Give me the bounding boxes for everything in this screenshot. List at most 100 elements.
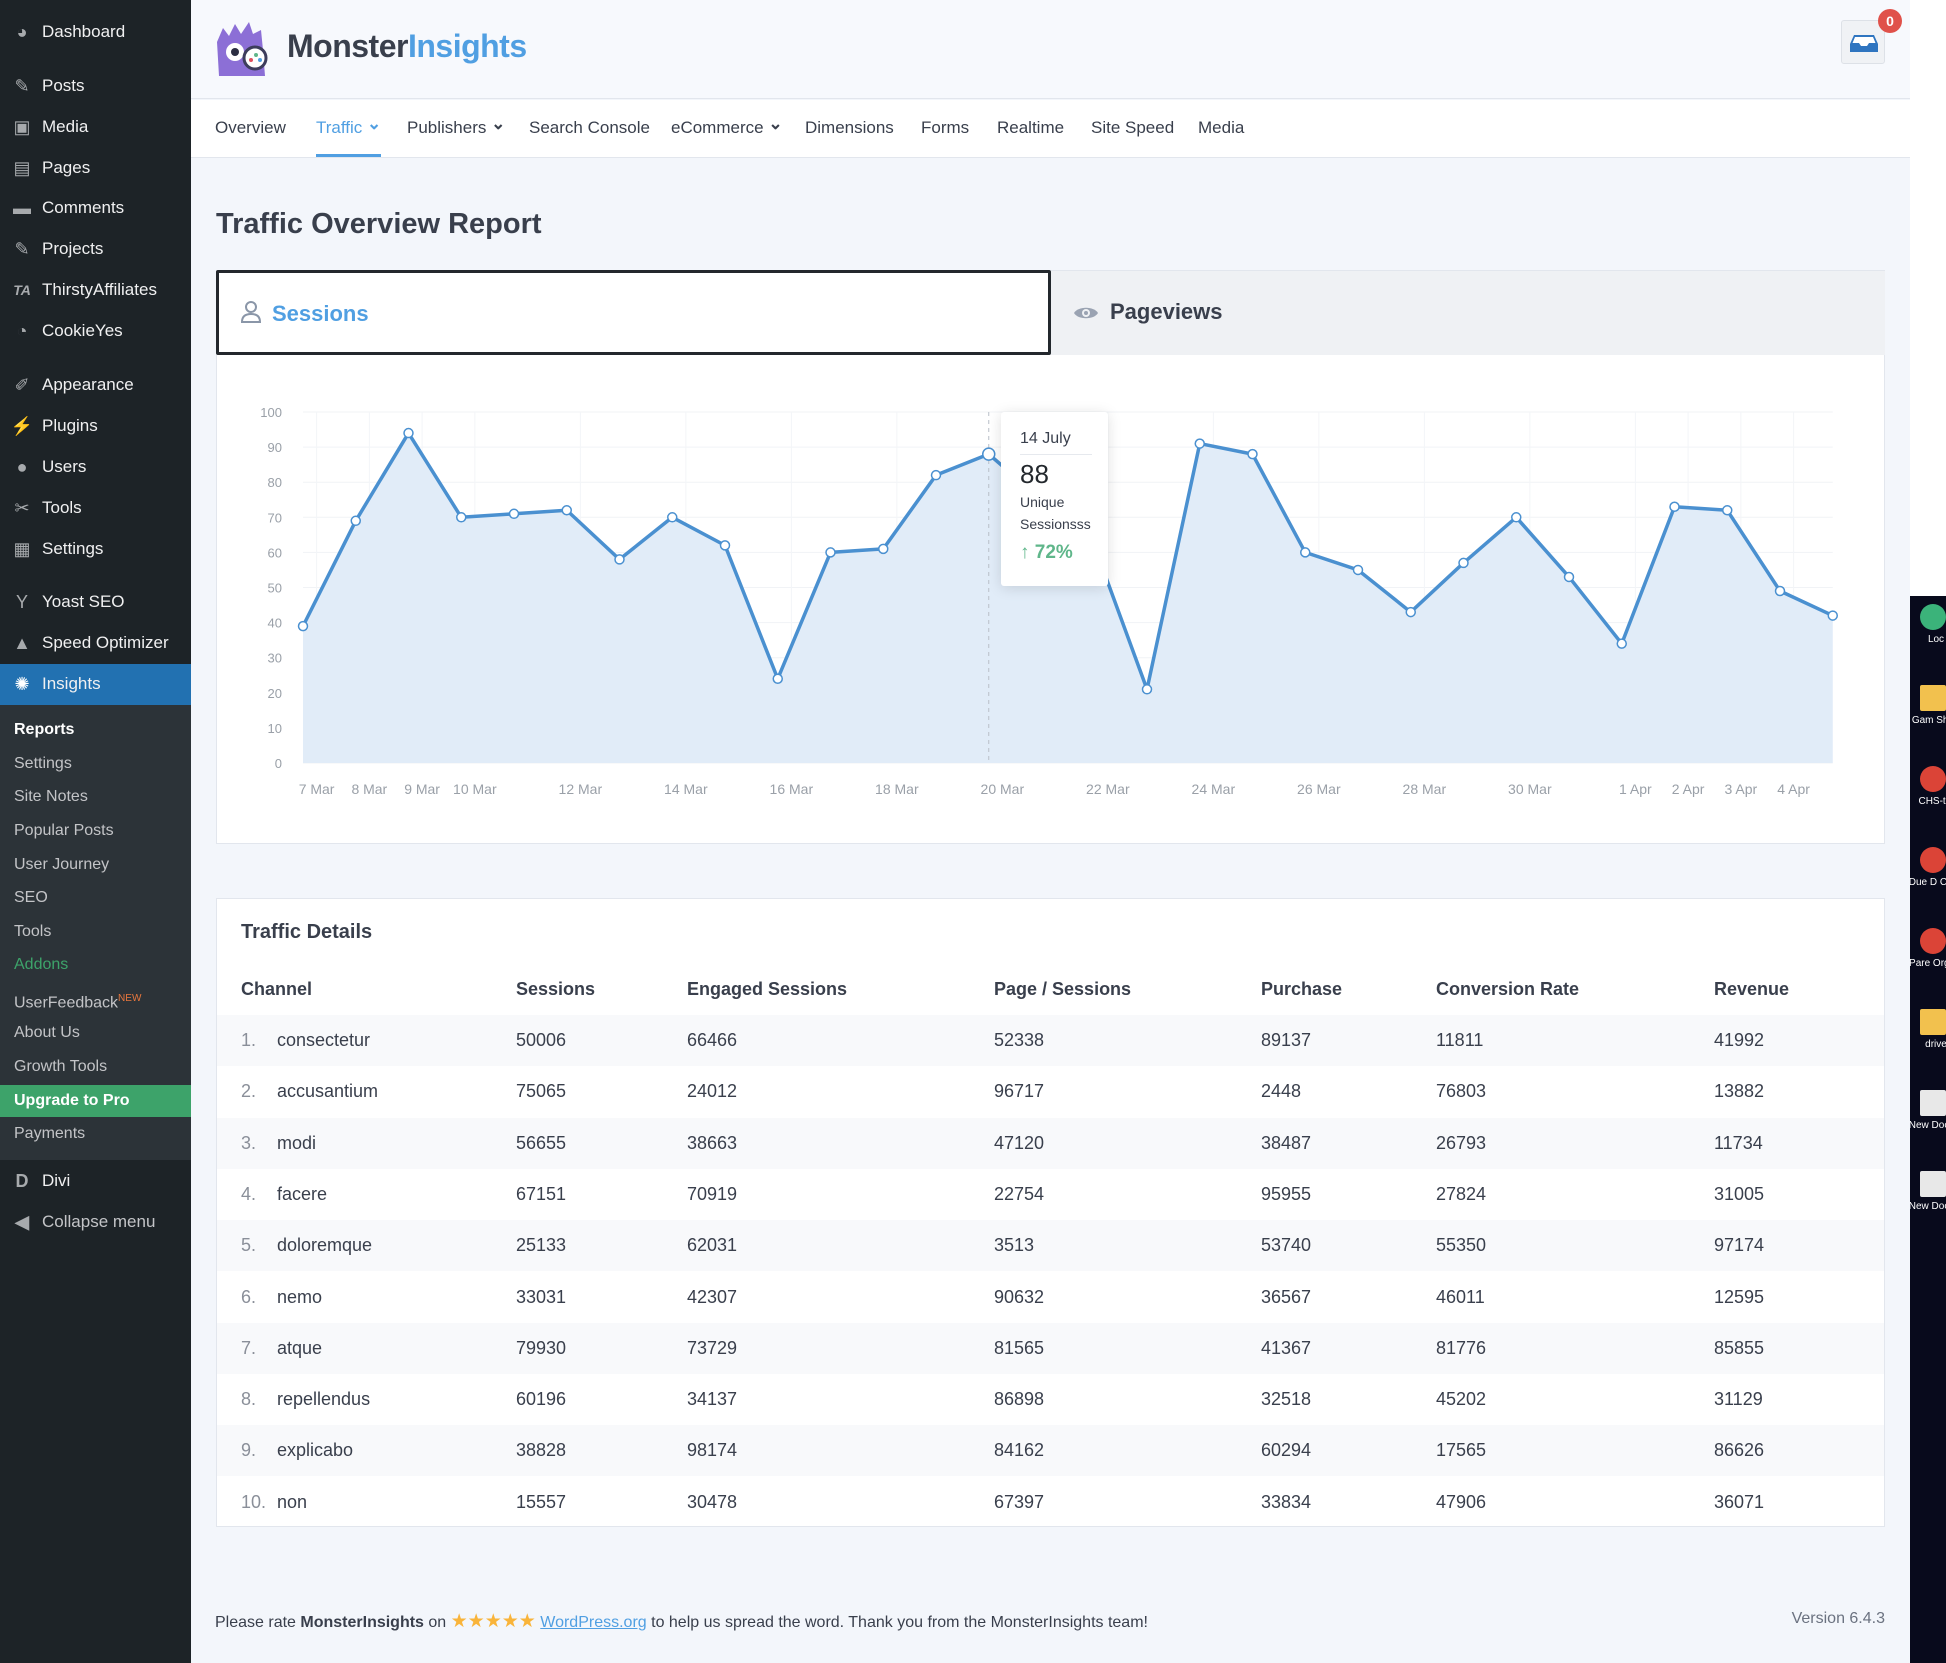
data-point[interactable] xyxy=(772,673,783,685)
data-point[interactable] xyxy=(614,554,625,565)
submenu-user-journey[interactable]: User Journey xyxy=(14,856,110,873)
nav-dimensions[interactable]: Dimensions xyxy=(805,118,894,137)
sidebar-item-collapse[interactable]: ◀ Collapse menu xyxy=(0,1202,191,1242)
submenu-upgrade-to-pro[interactable]: Upgrade to Pro xyxy=(14,1092,130,1109)
data-point[interactable] xyxy=(1774,585,1786,597)
data-point[interactable] xyxy=(719,540,731,551)
x-tick-label: 3 Apr xyxy=(1724,781,1757,797)
data-point[interactable] xyxy=(667,512,678,523)
tooltip-date: 14 July xyxy=(1020,430,1092,455)
data-point[interactable] xyxy=(456,512,467,523)
desktop-shortcut[interactable]: Pare Organi xyxy=(1910,928,1946,970)
y-tick-label: 90 xyxy=(268,440,282,455)
data-point[interactable] xyxy=(508,508,520,520)
data-point[interactable] xyxy=(825,547,836,558)
nav-site-speed[interactable]: Site Speed xyxy=(1091,118,1175,137)
data-point[interactable] xyxy=(1405,606,1416,618)
desktop-shortcut[interactable]: Due D Chec xyxy=(1910,847,1946,889)
x-tick-label: 16 Mar xyxy=(770,781,814,797)
table-cell: 3513 xyxy=(994,1235,1035,1256)
row-index: 2. xyxy=(241,1081,257,1102)
sidebar-item-posts[interactable]: ✎ Posts xyxy=(0,66,191,106)
sidebar-item-yoast-seo[interactable]: Y Yoast SEO xyxy=(0,582,191,622)
submenu-userfeedback[interactable]: UserFeedbackNEW xyxy=(14,993,142,1012)
nav-media[interactable]: Media xyxy=(1198,118,1245,137)
submenu-growth-tools[interactable]: Growth Tools xyxy=(14,1058,108,1075)
submenu-site-notes[interactable]: Site Notes xyxy=(14,788,88,805)
data-point[interactable] xyxy=(1511,512,1522,523)
table-row: 5. doloremque 25133 62031 3513 53740 55350 9717… xyxy=(217,1220,1884,1272)
submenu-about-us[interactable]: About Us xyxy=(14,1024,80,1041)
submenu-popular-posts[interactable]: Popular Posts xyxy=(14,822,114,839)
data-point[interactable] xyxy=(878,543,889,555)
nav-realtime[interactable]: Realtime xyxy=(997,118,1065,137)
desktop-shortcut[interactable]: drive xyxy=(1910,1009,1946,1051)
column-header: Sessions xyxy=(516,979,596,999)
submenu-addons[interactable]: Addons xyxy=(14,956,69,973)
table-cell: 47906 xyxy=(1436,1491,1487,1512)
table-cell: 75065 xyxy=(516,1081,567,1102)
shortcut-icon xyxy=(1920,1009,1946,1035)
data-point[interactable] xyxy=(982,447,996,461)
data-point[interactable] xyxy=(1563,571,1575,583)
desktop-shortcut[interactable]: Loc xyxy=(1910,604,1946,646)
submenu-payments[interactable]: Payments xyxy=(14,1125,86,1142)
desktop-shortcut[interactable]: Gam Short xyxy=(1910,685,1946,727)
submenu-seo[interactable]: SEO xyxy=(14,889,48,906)
notifications-button[interactable]: 0 xyxy=(1841,9,1902,64)
y-tick-label: 50 xyxy=(268,581,282,596)
submenu-tools[interactable]: Tools xyxy=(14,923,52,940)
table-cell: 60294 xyxy=(1261,1440,1312,1461)
sidebar-item-thirstyaffiliates[interactable]: TA ThirstyAffiliates xyxy=(0,270,191,310)
data-point[interactable] xyxy=(1141,684,1153,695)
data-point[interactable] xyxy=(1300,547,1311,558)
sidebar-item-tools[interactable]: ✂ Tools xyxy=(0,488,191,528)
sidebar-item-projects[interactable]: ✎ Projects xyxy=(0,229,191,269)
desktop-shortcut[interactable]: New Docum xyxy=(1910,1171,1946,1213)
sidebar-item-appearance[interactable]: ✐ Appearance xyxy=(0,365,191,405)
data-point[interactable] xyxy=(403,427,414,439)
data-point[interactable] xyxy=(1722,505,1733,516)
desktop-shortcut[interactable]: CHS-tig xyxy=(1910,766,1946,808)
table-cell: 67397 xyxy=(994,1491,1045,1512)
sidebar-item-settings[interactable]: ▦ Settings xyxy=(0,529,191,569)
data-point[interactable] xyxy=(350,515,361,527)
tab-sessions[interactable]: Sessions xyxy=(216,270,1051,355)
sidebar-item-speed-optimizer[interactable]: ▲ Speed Optimizer xyxy=(0,623,191,663)
nav-forms[interactable]: Forms xyxy=(921,118,970,137)
nav-ecommerce[interactable]: eCommerce ⌄ xyxy=(671,114,783,137)
sidebar-item-insights[interactable]: ✺ Insights xyxy=(0,664,191,705)
data-point[interactable] xyxy=(561,505,572,516)
nav-traffic[interactable]: Traffic ⌄ xyxy=(316,114,382,157)
sidebar-item-plugins[interactable]: ⚡ Plugins xyxy=(0,406,191,446)
table-cell: 2448 xyxy=(1261,1081,1302,1102)
table-cell: 76803 xyxy=(1436,1081,1487,1102)
submenu-settings[interactable]: Settings xyxy=(14,755,72,772)
desktop-shortcut[interactable]: New Docum xyxy=(1910,1090,1946,1132)
nav-publishers[interactable]: Publishers ⌄ xyxy=(407,114,506,137)
data-point[interactable] xyxy=(297,620,309,632)
table-cell: modi xyxy=(277,1132,317,1153)
data-point[interactable] xyxy=(1458,557,1469,569)
data-point[interactable] xyxy=(1827,610,1838,621)
nav-search-console[interactable]: Search Console xyxy=(529,118,650,137)
sidebar-item-dashboard[interactable]: ◕ Dashboard xyxy=(0,12,191,52)
sidebar-item-comments[interactable]: ▬ Comments xyxy=(0,188,191,228)
nav-overview[interactable]: Overview xyxy=(215,118,286,137)
data-point[interactable] xyxy=(930,469,942,481)
submenu-reports[interactable]: Reports xyxy=(14,721,75,738)
data-point[interactable] xyxy=(1616,638,1627,649)
sidebar-item-cookieyes[interactable]: ◔ CookieYes xyxy=(0,311,191,351)
data-point[interactable] xyxy=(1247,448,1258,460)
sidebar-item-divi[interactable]: D Divi xyxy=(0,1161,191,1201)
sidebar-item-media[interactable]: ▣ Media xyxy=(0,107,191,147)
sidebar-item-pages[interactable]: ▤ Pages xyxy=(0,148,191,188)
sidebar-item-users[interactable]: ● Users xyxy=(0,447,191,487)
data-point[interactable] xyxy=(1352,564,1364,576)
rating-stars[interactable]: ★★★★★ xyxy=(450,1611,536,1632)
data-point[interactable] xyxy=(1669,501,1680,513)
data-point[interactable] xyxy=(1194,438,1205,449)
wordpress-org-link[interactable]: WordPress.org xyxy=(540,1614,647,1631)
tab-pageviews[interactable]: Pageviews xyxy=(1051,270,1885,355)
table-title: Traffic Details xyxy=(241,921,373,943)
